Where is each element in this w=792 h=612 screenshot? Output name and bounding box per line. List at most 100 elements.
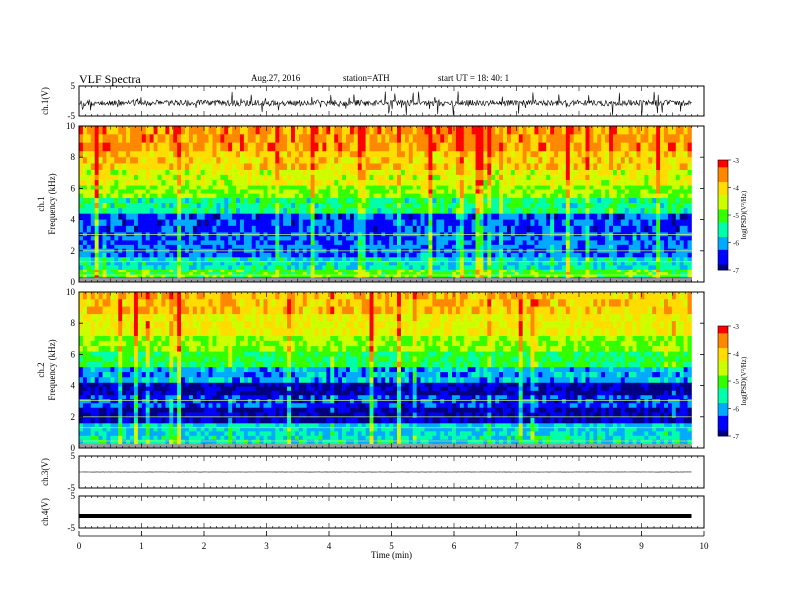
- spectrogram-cell: [228, 163, 233, 170]
- spectrogram-cell: [188, 193, 194, 199]
- spectrogram-cell: [452, 157, 457, 164]
- spectrogram-cell: [487, 185, 492, 190]
- spectrogram-cell: [420, 236, 425, 241]
- spectrogram-cell: [585, 180, 590, 186]
- spectrogram-cell: [483, 197, 488, 204]
- spectrogram-cell: [448, 197, 453, 204]
- spectrogram-cell: [279, 261, 284, 266]
- spectrogram-cell: [487, 244, 492, 250]
- spectrogram-cell: [141, 163, 147, 170]
- spectrogram-cell: [506, 202, 512, 209]
- spectrogram-cell: [247, 244, 253, 250]
- spectrogram-cell: [298, 208, 304, 214]
- spectrogram-cell: [239, 236, 245, 241]
- spectrogram-cell: [530, 134, 535, 143]
- spectrogram-cell: [228, 265, 233, 270]
- spectrogram-cell: [400, 236, 406, 241]
- spectrogram-cell: [518, 265, 523, 270]
- spectrogram-cell: [161, 244, 166, 250]
- spectrogram-cell: [404, 197, 410, 204]
- spectrogram-cell: [145, 197, 150, 204]
- spectrogram-cell: [90, 265, 96, 270]
- spectrogram-cell: [298, 265, 304, 270]
- spectrogram-cell: [475, 150, 480, 158]
- spectrogram-cell: [554, 225, 559, 233]
- spectrogram-cell: [298, 261, 304, 266]
- spectrogram-cell: [330, 208, 335, 214]
- spectrogram-cell: [499, 134, 504, 143]
- spectrogram-cell: [239, 208, 245, 214]
- spectrogram-cell: [475, 126, 480, 135]
- spectrogram-cell: [153, 189, 158, 194]
- spectrogram-cell: [546, 225, 551, 233]
- spectrogram-cell: [94, 225, 99, 233]
- spectrogram-cell: [200, 180, 205, 186]
- spectrogram-cell: [314, 193, 319, 199]
- spectrogram-cell: [616, 240, 622, 245]
- spectrogram-cell: [499, 244, 504, 250]
- spectrogram-cell: [400, 134, 406, 143]
- spectrogram-cell: [632, 163, 637, 170]
- spectrogram-cell: [499, 189, 504, 194]
- spectrogram-cell: [90, 197, 96, 204]
- spectrogram-cell: [220, 257, 225, 262]
- spectrogram-cell: [177, 244, 182, 250]
- spectrogram-cell: [126, 142, 131, 152]
- spectrogram-cell: [322, 269, 327, 273]
- spectrogram-cell: [448, 252, 453, 258]
- spectrogram-cell: [593, 202, 598, 209]
- spectrogram-cell: [149, 150, 154, 158]
- spectrogram-cell: [161, 202, 166, 209]
- spectrogram-cell: [440, 134, 445, 143]
- spectrogram-cell: [558, 225, 563, 233]
- spectrogram-cell: [561, 244, 567, 250]
- spectrogram-cell: [644, 189, 649, 194]
- spectrogram-cell: [471, 236, 476, 241]
- spectrogram-cell: [342, 126, 347, 135]
- spectrogram-cell: [428, 180, 433, 186]
- spectrogram-cell: [208, 244, 213, 250]
- spectrogram-cell: [404, 163, 410, 170]
- spectrogram-cell: [102, 189, 107, 194]
- spectrogram-cell: [133, 269, 139, 273]
- spectrogram-cell: [169, 252, 174, 258]
- spectrogram-cell: [632, 174, 637, 181]
- spectrogram-cell: [126, 197, 131, 204]
- spectrogram-cell: [479, 126, 484, 135]
- spectrogram-cell: [373, 169, 378, 176]
- spectrogram-cell: [169, 157, 174, 164]
- spectrogram-cell: [534, 272, 539, 276]
- spectrogram-cell: [373, 174, 378, 181]
- spectrogram-cell: [483, 240, 488, 245]
- spectrogram-cell: [491, 219, 496, 227]
- spectrogram-cell: [577, 189, 582, 194]
- spectrogram-cell: [204, 236, 209, 241]
- spectrogram-cell: [495, 126, 500, 135]
- spectrogram-cell: [133, 265, 139, 270]
- spectrogram-cell: [263, 150, 268, 158]
- spectrogram-cell: [165, 169, 170, 176]
- spectrogram-cell: [196, 169, 202, 176]
- spectrogram-cell: [106, 236, 111, 241]
- spectrogram-cell: [224, 180, 229, 186]
- spectrogram-cell: [404, 225, 410, 233]
- spectrogram-cell: [314, 272, 319, 276]
- spectrogram-cell: [624, 142, 629, 152]
- spectrogram-cell: [291, 185, 296, 190]
- spectrogram-cell: [585, 189, 590, 194]
- spectrogram-cell: [404, 274, 410, 278]
- spectrogram-cell: [141, 174, 147, 181]
- spectrogram-cell: [609, 272, 614, 276]
- spectrogram-cell: [463, 189, 469, 194]
- spectrogram-cell: [440, 208, 445, 214]
- spectrogram-cell: [361, 274, 366, 278]
- spectrogram-cell: [448, 157, 453, 164]
- spectrogram-cell: [612, 219, 618, 227]
- spectrogram-cell: [483, 150, 488, 158]
- spectrogram-cell: [361, 257, 366, 262]
- spectrogram-cell: [412, 197, 417, 204]
- spectrogram-cell: [479, 193, 484, 199]
- spectrogram-cell: [216, 202, 221, 209]
- spectrogram-cell: [581, 189, 586, 194]
- spectrogram-cell: [385, 202, 390, 209]
